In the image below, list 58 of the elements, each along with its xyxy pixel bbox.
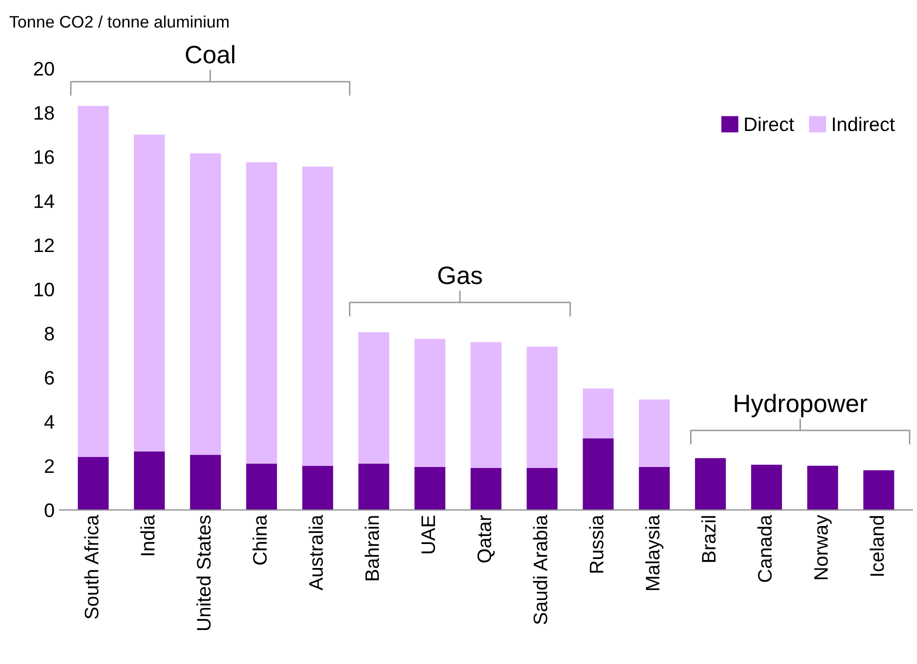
bar bbox=[526, 468, 558, 510]
y-tick-label: 14 bbox=[34, 194, 54, 208]
x-tick-label: Bahrain bbox=[364, 516, 380, 580]
bar bbox=[134, 134, 165, 452]
bar bbox=[414, 338, 446, 467]
bar bbox=[638, 400, 670, 467]
x-tick-label: Qatar bbox=[477, 515, 495, 563]
bar bbox=[358, 332, 390, 464]
y-axis-title: Tonne CO2 / tonne aluminium bbox=[10, 15, 229, 28]
bar bbox=[78, 106, 109, 457]
bar bbox=[695, 458, 726, 510]
bar bbox=[751, 464, 782, 510]
bar bbox=[638, 466, 670, 510]
y-tick-label: 18 bbox=[34, 106, 54, 120]
y-tick-label: 8 bbox=[44, 326, 54, 341]
bar bbox=[582, 388, 614, 438]
bar bbox=[78, 456, 109, 510]
y-tick-label: 2 bbox=[44, 459, 54, 473]
x-tick-label: China bbox=[252, 514, 267, 565]
y-tick-label: 4 bbox=[44, 415, 54, 429]
y-tick-label: 20 bbox=[34, 62, 54, 76]
bar bbox=[134, 451, 165, 510]
bar bbox=[358, 464, 390, 510]
bar bbox=[246, 464, 278, 510]
x-tick-label: United States bbox=[196, 516, 211, 630]
y-tick-label: 10 bbox=[34, 282, 54, 296]
y-tick-label: 12 bbox=[34, 238, 54, 252]
bar bbox=[863, 470, 894, 510]
x-tick-label: Brazil bbox=[701, 516, 716, 562]
x-tick-label: South Africa bbox=[84, 514, 98, 619]
x-tick-label: Iceland bbox=[870, 516, 884, 576]
y-tick-label: 6 bbox=[44, 370, 54, 385]
x-tick-label: India bbox=[140, 514, 155, 556]
annotation: Gas bbox=[438, 266, 482, 284]
annotation: Hydropower bbox=[734, 394, 868, 418]
y-tick-label: 16 bbox=[34, 150, 54, 164]
x-tick-label: Saudi Arabia bbox=[533, 514, 548, 624]
bar bbox=[302, 466, 334, 510]
x-tick-label: Australia bbox=[308, 514, 323, 590]
y-tick-label: 0 bbox=[44, 503, 54, 518]
bar bbox=[246, 162, 278, 464]
bar bbox=[414, 466, 446, 510]
legend-label: Indirect bbox=[832, 116, 895, 132]
x-tick-label: Norway bbox=[814, 514, 832, 580]
bar bbox=[526, 346, 558, 468]
legend-label: Direct bbox=[745, 116, 794, 132]
x-tick-label: Canada bbox=[757, 514, 772, 582]
bar bbox=[582, 438, 614, 510]
x-tick-label: Malaysia bbox=[645, 514, 664, 590]
bar bbox=[470, 342, 502, 468]
text: Coal bbox=[186, 45, 234, 64]
x-tick-label: UAE bbox=[422, 516, 436, 554]
bar bbox=[470, 468, 502, 510]
bar bbox=[190, 454, 221, 510]
bar bbox=[190, 153, 221, 455]
bar bbox=[807, 466, 838, 510]
x-tick-label: Russia bbox=[589, 514, 604, 573]
bar bbox=[302, 166, 334, 466]
